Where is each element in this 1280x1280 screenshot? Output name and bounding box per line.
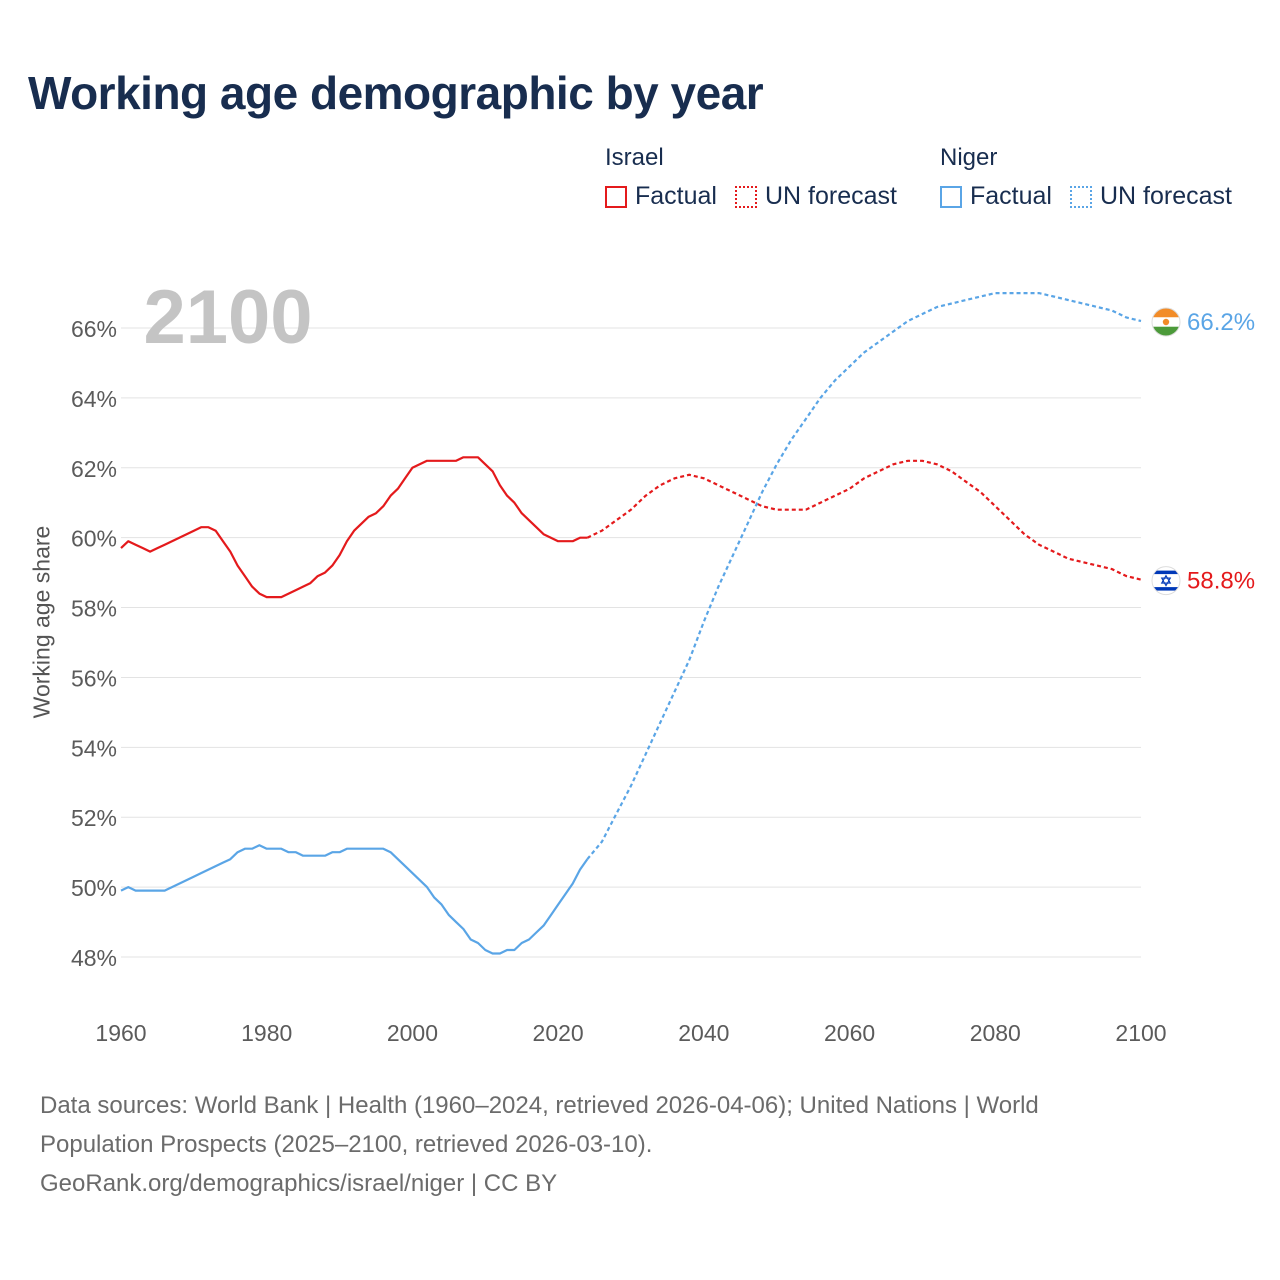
series-line-niger-forecast [586, 292, 1142, 860]
y-tick-label: 56% [71, 665, 117, 691]
y-tick-label: 52% [71, 805, 117, 831]
legend-label-israel-forecast[interactable]: UN forecast [764, 182, 897, 210]
legend-group-niger: Niger Factual UN forecast [940, 144, 1250, 211]
legend-group-name: Israel [605, 144, 664, 171]
x-tick-label: 2080 [970, 1020, 1021, 1046]
footer-attribution[interactable]: GeoRank.org/demographics/israel/niger | … [40, 1170, 558, 1197]
legend-label-niger-factual[interactable]: Factual [970, 182, 1052, 210]
series-line-niger-factual [120, 844, 589, 955]
legend-swatch-niger-forecast[interactable] [1069, 185, 1092, 208]
footer-sources-line1: Data sources: World Bank | Health (1960–… [40, 1092, 1039, 1119]
y-tick-label: 58% [71, 596, 117, 622]
chart-title: Working age demographic by year [28, 67, 764, 119]
series-line-israel-factual [120, 456, 588, 599]
footer-sources-line2: Population Prospects (2025–2100, retriev… [40, 1131, 653, 1158]
y-tick-label: 66% [71, 316, 117, 342]
line-chart: 2100 48% 50% 52% 54% 56% 58% 60% 62% 64% 66% 1960… [71, 275, 1255, 1046]
legend-label-niger-forecast[interactable]: UN forecast [1099, 182, 1232, 210]
series-lines [120, 292, 1142, 955]
x-tick-label: 2100 [1115, 1020, 1166, 1046]
x-tick-label: 2060 [824, 1020, 875, 1046]
footer: Data sources: World Bank | Health (1960–… [40, 1086, 1240, 1203]
year-overlay: 2100 [143, 275, 312, 360]
x-tick-label: 1960 [95, 1020, 146, 1046]
y-axis-ticks: 48% 50% 52% 54% 56% 58% 60% 62% 64% 66% [71, 316, 117, 971]
legend-swatch-israel-factual[interactable] [605, 185, 627, 208]
series-line-israel-forecast [586, 459, 1142, 581]
y-tick-label: 54% [71, 735, 117, 761]
end-label-israel: 58.8% [1187, 568, 1255, 595]
legend-swatch-niger-factual[interactable] [940, 185, 962, 208]
y-tick-label: 60% [71, 526, 117, 552]
y-tick-label: 62% [71, 456, 117, 482]
y-tick-label: 50% [71, 875, 117, 901]
x-tick-label: 2020 [533, 1020, 584, 1046]
series-end-markers: 58.8% 66.2% [1151, 307, 1255, 596]
niger-flag-icon [1151, 307, 1181, 337]
end-label-niger: 66.2% [1187, 309, 1255, 336]
israel-flag-icon [1151, 566, 1181, 596]
legend-swatch-israel-forecast[interactable] [734, 185, 757, 208]
gridlines [121, 327, 1141, 958]
legend-group-israel: Israel Factual UN forecast [605, 144, 915, 211]
legend-group-name: Niger [940, 144, 998, 171]
x-tick-label: 1980 [241, 1020, 292, 1046]
x-tick-label: 2040 [678, 1020, 729, 1046]
x-axis-ticks: 1960 1980 2000 2020 2040 2060 2080 2100 [95, 1020, 1166, 1046]
y-tick-label: 48% [71, 945, 117, 971]
legend-label-israel-factual[interactable]: Factual [635, 182, 717, 210]
x-tick-label: 2000 [387, 1020, 438, 1046]
y-tick-label: 64% [71, 386, 117, 412]
